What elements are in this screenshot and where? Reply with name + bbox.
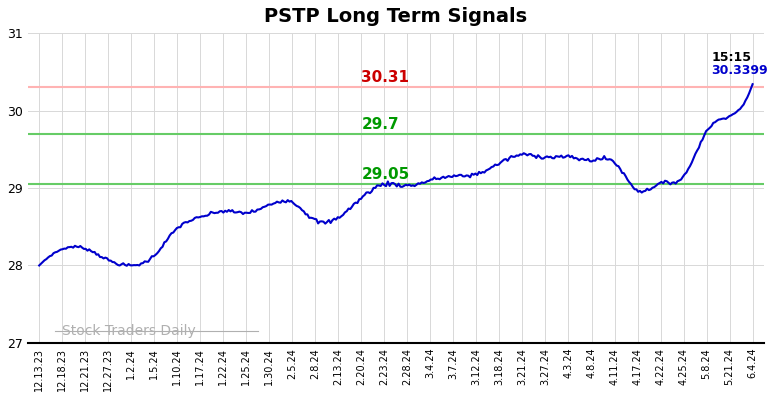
Text: Stock Traders Daily: Stock Traders Daily — [62, 324, 196, 338]
Text: 30.3399: 30.3399 — [711, 64, 768, 77]
Text: 29.7: 29.7 — [361, 117, 399, 132]
Text: 30.31: 30.31 — [361, 70, 409, 85]
Title: PSTP Long Term Signals: PSTP Long Term Signals — [264, 7, 528, 26]
Text: 15:15: 15:15 — [711, 51, 751, 64]
Text: 29.05: 29.05 — [361, 168, 409, 182]
